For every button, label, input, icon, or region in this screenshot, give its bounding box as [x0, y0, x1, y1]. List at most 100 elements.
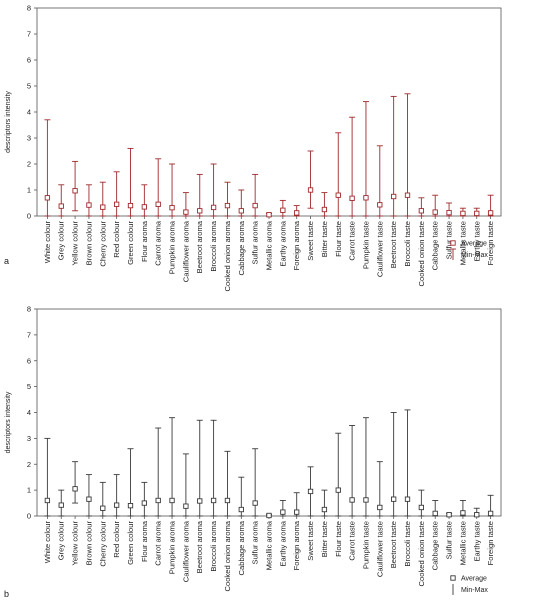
legend-average-label: Average — [461, 241, 487, 248]
y-axis-label: descriptors intensity — [5, 91, 12, 153]
category-label: Metallic aroma — [265, 520, 274, 570]
y-tick-label: 4 — [27, 408, 31, 417]
average-marker — [100, 204, 106, 210]
average-marker — [418, 504, 425, 511]
average-marker — [391, 496, 397, 502]
average-marker — [113, 502, 120, 508]
average-marker — [335, 192, 341, 198]
average-marker — [363, 497, 369, 503]
average-marker — [210, 204, 217, 211]
plot-frame — [36, 7, 502, 217]
category-label: Earthy aroma — [278, 520, 287, 566]
category-label: Pumpkin taste — [361, 221, 370, 269]
category-label: Pumpkin taste — [361, 521, 370, 569]
average-marker — [169, 497, 175, 504]
category-label: Sweet taste — [306, 221, 315, 261]
category-label: Yellow colour — [71, 521, 80, 566]
category-label: Broccoli taste — [403, 521, 412, 567]
y-tick-label: 2 — [27, 460, 31, 469]
category-label: Cauliflower taste — [375, 521, 384, 577]
average-marker — [377, 504, 383, 511]
y-tick-label: 8 — [27, 4, 31, 13]
average-marker — [113, 201, 120, 207]
category-label: Green colour — [126, 521, 135, 565]
panel-a: 0 1 2 3 4 5 6 7 8 descriptors intensity White colo… — [4, 4, 502, 292]
category-label: Broccoli taste — [403, 221, 412, 267]
category-label: Metallic taste — [458, 221, 467, 265]
average-marker — [418, 208, 425, 214]
category-label: Cooked onion aroma — [223, 520, 232, 591]
average-marker — [474, 210, 480, 217]
category-label: Yellow colour — [71, 221, 80, 266]
y-tick-label: 7 — [27, 30, 31, 39]
category-label: Metallic aroma — [265, 220, 274, 270]
category-label: Flour taste — [334, 521, 343, 557]
category-label: Pumpkin aroma — [168, 220, 177, 274]
category-label: Carrot aroma — [154, 220, 163, 266]
category-label: Cooked onion taste — [417, 521, 426, 586]
category-label: Beetroot aroma — [195, 520, 204, 573]
category-label: Earthy taste — [472, 221, 481, 262]
average-marker — [252, 202, 258, 209]
y-tick-label: 0 — [27, 212, 31, 221]
category-label: Bitter taste — [320, 221, 329, 257]
category-label: Carrot taste — [348, 221, 357, 261]
average-marker — [404, 192, 411, 198]
category-label: Sweet taste — [306, 521, 315, 561]
average-marker — [252, 500, 258, 506]
y-tick-label: 2 — [27, 160, 31, 169]
average-marker — [183, 503, 189, 509]
average-marker — [377, 202, 383, 208]
average-marker — [391, 193, 397, 200]
average-marker — [266, 512, 272, 519]
category-label: Sulfur taste — [445, 521, 454, 559]
average-marker — [44, 497, 51, 504]
average-marker — [72, 486, 78, 492]
category-label: Beetroot aroma — [195, 220, 204, 273]
average-marker — [197, 208, 203, 214]
category-label: Carrot taste — [348, 521, 357, 561]
y-tick-label: 4 — [27, 108, 31, 117]
panel-letter: b — [4, 589, 9, 599]
category-label: Beetroot taste — [389, 521, 398, 568]
category-label: Foreign taste — [486, 521, 495, 565]
category-label: Sulfur taste — [445, 221, 454, 259]
category-label: Flour taste — [334, 221, 343, 257]
average-marker — [155, 497, 161, 504]
plot-frame — [36, 308, 502, 517]
average-marker — [224, 497, 231, 504]
average-marker — [335, 487, 341, 493]
y-tick-label: 7 — [27, 330, 31, 339]
average-marker — [349, 497, 355, 503]
average-marker — [294, 210, 300, 216]
average-marker — [72, 188, 78, 194]
y-tick-label: 3 — [27, 134, 31, 143]
category-label: Flour aroma — [140, 520, 149, 562]
average-marker — [294, 509, 300, 515]
average-marker — [487, 210, 494, 216]
average-marker — [321, 206, 328, 213]
average-marker — [321, 506, 328, 513]
category-label: Cabbage aroma — [237, 520, 246, 575]
average-marker — [432, 510, 438, 517]
legend-average-marker — [450, 240, 456, 246]
y-tick-label: 5 — [27, 382, 31, 391]
average-marker — [363, 195, 369, 201]
category-label: Foreign aroma — [292, 220, 301, 270]
category-label: Broccoli aroma — [209, 220, 218, 271]
y-tick-label: 6 — [27, 56, 31, 65]
average-marker — [307, 488, 314, 495]
average-marker — [224, 202, 231, 209]
average-marker — [487, 510, 494, 517]
average-marker — [266, 212, 272, 218]
category-label: Red colour — [112, 521, 121, 558]
average-marker — [100, 505, 106, 511]
y-tick-label: 3 — [27, 434, 31, 443]
panel-b: 0 1 2 3 4 5 6 7 8 descriptors intensity White colo… — [4, 305, 502, 599]
average-marker — [474, 512, 480, 518]
category-label: Foreign taste — [486, 221, 495, 265]
category-label: Cauliflower aroma — [181, 220, 190, 282]
average-marker — [432, 209, 438, 215]
category-label: Carrot aroma — [154, 520, 163, 566]
